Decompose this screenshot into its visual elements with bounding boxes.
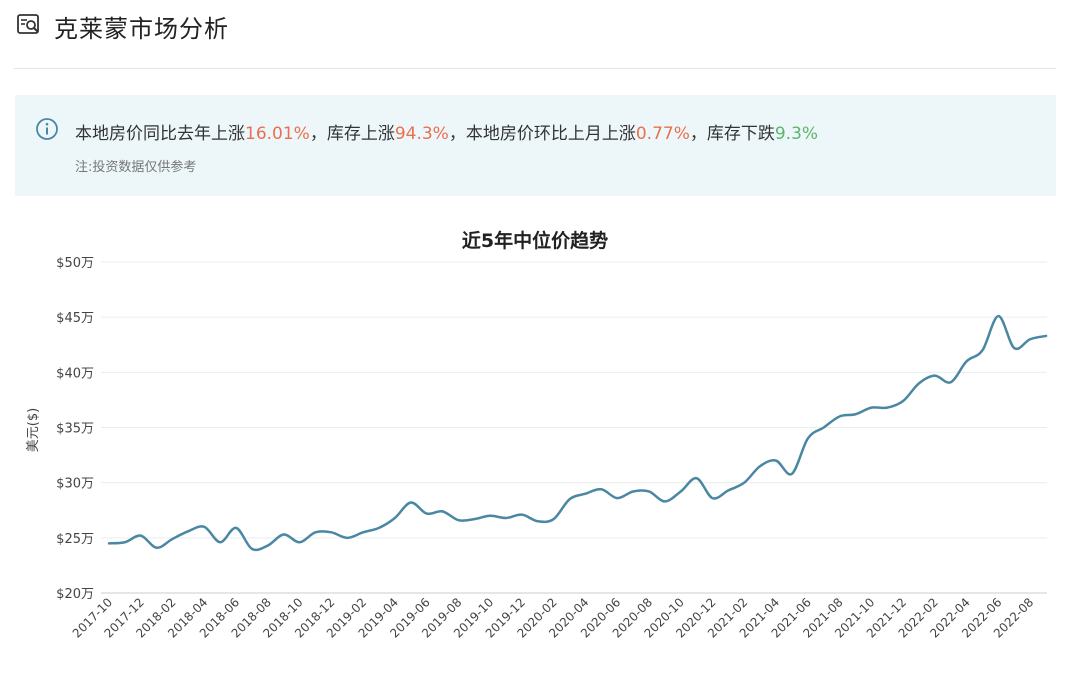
series-line	[107, 314, 1048, 552]
y-tick-label: $50万	[56, 256, 94, 271]
summary-text: ，库存下跌	[689, 124, 775, 144]
magnifier-document-icon	[17, 14, 39, 34]
x-axis-ticks: 2017-102017-122018-022018-042018-062018-…	[70, 595, 1036, 640]
y-axis-ticks: $50万 $45万 $40万 $35万 $30万 $25万 $20万	[56, 256, 94, 602]
yoy-price-change: 16.01%	[245, 124, 310, 144]
summary-text: ，本地房价环比上月上涨	[448, 124, 636, 144]
summary-text: 本地房价同比去年上涨	[75, 124, 245, 144]
page-header: 克莱蒙市场分析	[14, 0, 1056, 69]
summary-text: ，库存上涨	[309, 124, 395, 144]
y-tick-label: $45万	[56, 311, 94, 326]
y-tick-label: $30万	[56, 477, 94, 492]
info-circle-icon	[36, 118, 58, 140]
info-notice: 本地房价同比去年上涨16.01%，库存上涨94.3%，本地房价环比上月上涨0.7…	[15, 95, 1056, 196]
page-title: 克莱蒙市场分析	[54, 15, 229, 43]
market-summary: 本地房价同比去年上涨16.01%，库存上涨94.3%，本地房价环比上月上涨0.7…	[75, 119, 818, 144]
y-axis-label: 美元($)	[26, 408, 41, 452]
y-tick-label: $25万	[56, 532, 94, 547]
y-tick-label: $40万	[56, 366, 94, 381]
chart-title: 近5年中位价趋势	[462, 229, 608, 252]
y-tick-label: $20万	[56, 587, 94, 602]
median-price-chart: $50万 $45万 $40万 $35万 $30万 $25万 $20万 2017-10 2017…	[0, 205, 1080, 680]
disclaimer-note: 注:投资数据仅供参考	[75, 160, 197, 175]
y-tick-label: $35万	[56, 422, 94, 437]
median-price-chart-svg: $50万 $45万 $40万 $35万 $30万 $25万 $20万 2017-102017…	[26, 229, 1048, 641]
mom-inventory-change: 9.3%	[774, 124, 819, 144]
gridlines	[101, 261, 1047, 594]
yoy-inventory-change: 94.3%	[394, 124, 449, 144]
mom-price-change: 0.77%	[635, 124, 690, 144]
